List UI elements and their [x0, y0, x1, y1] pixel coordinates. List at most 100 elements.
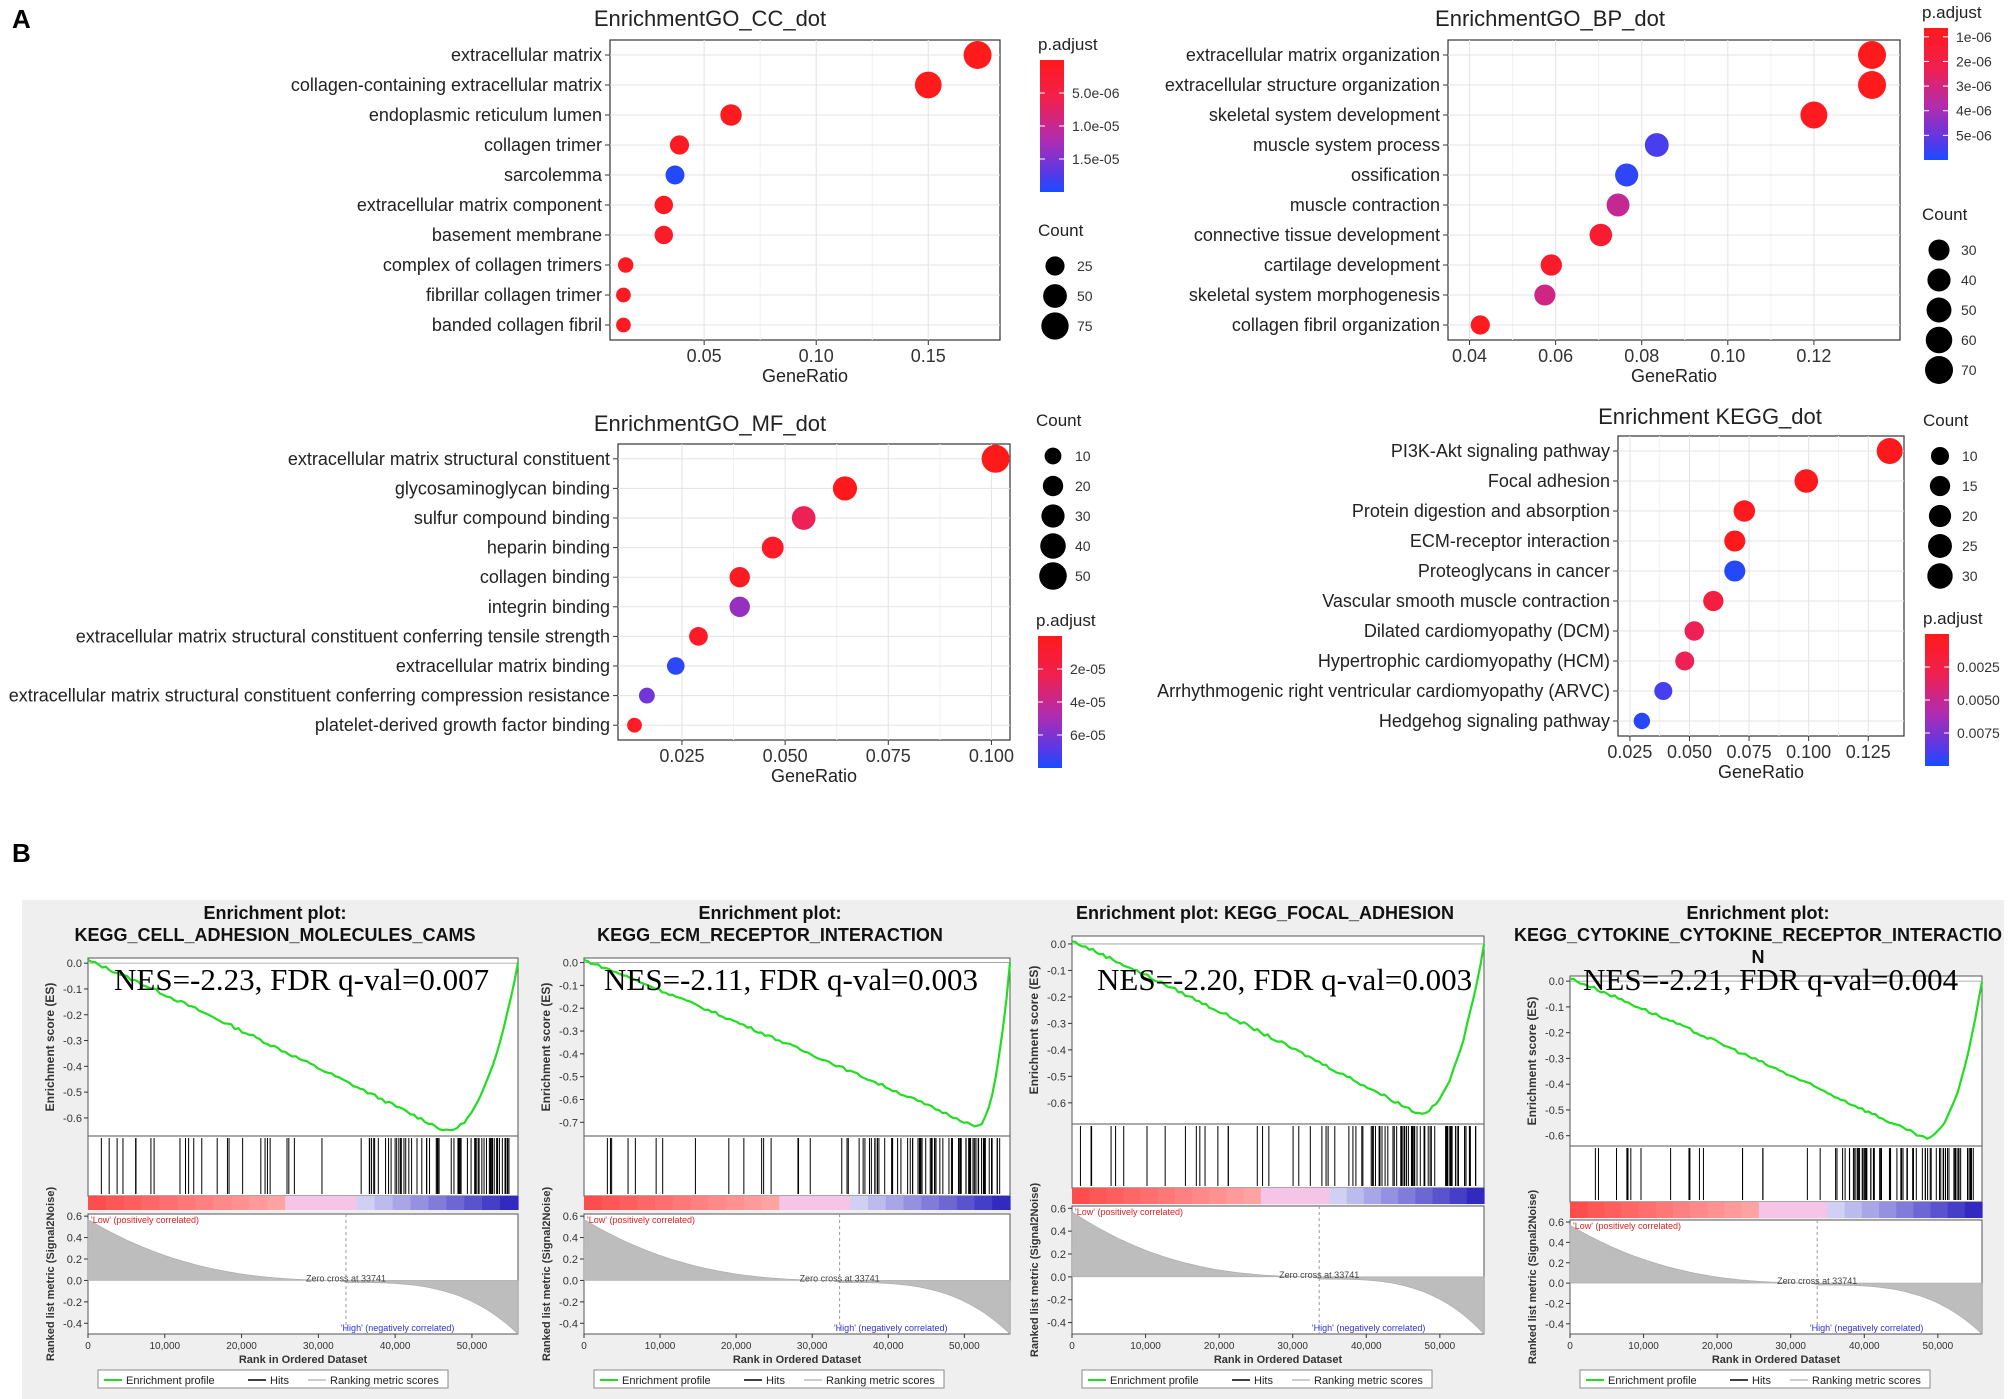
kegg-size-legend-label: 25	[1962, 538, 1978, 554]
cc-xlabel: GeneRatio	[762, 366, 848, 386]
mf-size-legend-label: 50	[1075, 568, 1091, 584]
mf-dot	[729, 596, 750, 618]
mf-size-legend-label: 30	[1075, 508, 1091, 524]
mf-xtick-label: 0.075	[866, 746, 911, 766]
kegg-xlabel: GeneRatio	[1718, 762, 1804, 782]
bp-dot	[1606, 193, 1630, 217]
cc-plot: 0.05 0.10 0.15 extracellular matrix collagen…	[291, 39, 1001, 386]
kegg-dot	[1794, 469, 1819, 493]
kegg-term-label: Focal adhesion	[1488, 471, 1610, 491]
bp-xtick-label: 0.12	[1796, 346, 1831, 366]
kegg-size-legend-label: 20	[1962, 508, 1978, 524]
cc-term-label: complex of collagen trimers	[383, 255, 602, 275]
bp-size-legend-title: Count	[1922, 205, 1968, 224]
kegg-size-legend-title: Count	[1923, 411, 1969, 430]
bp-term-label: skeletal system development	[1209, 105, 1440, 125]
cc-term-label: extracellular matrix	[451, 45, 602, 65]
bp-size-legend-label: 70	[1961, 362, 1977, 378]
kegg-size-legend-label: 15	[1962, 478, 1978, 494]
bp-dot	[1615, 163, 1639, 187]
kegg-xtick-label: 0.025	[1607, 742, 1652, 762]
bp-size-legend-dot	[1927, 268, 1951, 292]
bp-size-legend-dot	[1925, 326, 1953, 354]
gsea-title-1: Enrichment plot: KEGG_CELL_ADHESION_MOLE…	[74, 903, 476, 945]
kegg-xtick-label: 0.050	[1667, 742, 1712, 762]
mf-dot	[627, 717, 642, 733]
cc-size-legend-dot	[1041, 312, 1069, 340]
gsea-nes-3: NES=-2.20, FDR q-val=0.003	[1097, 962, 1473, 997]
mf-term-label: sulfur compound binding	[414, 508, 610, 528]
gsea-title-4: Enrichment plot: KEGG_CYTOKINE_CYTOKINE_…	[1513, 903, 2003, 967]
cc-term-label: extracellular matrix component	[357, 195, 602, 215]
panel-label-b: B	[12, 838, 31, 868]
cc-xtick-label: 0.10	[799, 346, 834, 366]
kegg-size-legend-dot	[1928, 534, 1952, 558]
bp-dot	[1589, 223, 1613, 247]
bp-size-legend-dot	[1925, 356, 1953, 384]
mf-size-legend-label: 40	[1075, 538, 1091, 554]
mf-dot	[761, 536, 784, 559]
cc-term-label: endoplasmic reticulum lumen	[369, 105, 602, 125]
cc-dot	[720, 104, 742, 126]
bp-size-legend-label: 30	[1961, 242, 1977, 258]
cc-color-legend: p.adjust 5.0e-06 1.0e-05 1.5e-05	[1038, 35, 1120, 192]
cc-xtick-label: 0.05	[687, 346, 722, 366]
cc-dot	[616, 287, 631, 303]
bp-colorbar	[1924, 28, 1948, 160]
cc-dot	[914, 71, 942, 99]
gsea-nes-2: NES=-2.11, FDR q-val=0.003	[604, 962, 978, 997]
cc-size-legend-label: 50	[1077, 288, 1093, 304]
mf-size-legend-label: 10	[1075, 448, 1091, 464]
mf-color-legend: p.adjust 2e-05 4e-05 6e-05	[1036, 611, 1106, 768]
gsea-nes-1: NES=-2.23, FDR q-val=0.007	[114, 962, 490, 997]
kegg-size-legend-dot	[1927, 563, 1953, 589]
kegg-dot	[1684, 621, 1705, 641]
bp-size-legend-label: 40	[1961, 272, 1977, 288]
kegg-dot	[1654, 681, 1673, 701]
cc-term-label: collagen-containing extracellular matrix	[291, 75, 602, 95]
kegg-size-legend: Count 10 15 20 25 30	[1923, 411, 1978, 589]
bp-xtick-label: 0.10	[1710, 346, 1745, 366]
kegg-colorbar-label: 0.0075	[1957, 725, 2000, 741]
bp-dot	[1800, 101, 1828, 129]
mf-dot	[666, 657, 685, 675]
mf-term-label: heparin binding	[487, 538, 610, 558]
cc-dot	[669, 135, 690, 155]
kegg-xtick-label: 0.075	[1727, 742, 1772, 762]
bp-size-legend-label: 60	[1961, 332, 1977, 348]
cc-size-legend-dot	[1043, 284, 1067, 308]
bp-size-legend-label: 50	[1961, 302, 1977, 318]
kegg-size-legend-label: 30	[1962, 568, 1978, 584]
bp-term-label: collagen fibril organization	[1232, 315, 1440, 335]
kegg-term-label: Proteoglycans in cancer	[1418, 561, 1610, 581]
cc-dot	[665, 165, 685, 185]
gsea-nes-4: NES=-2.21, FDR q-val=0.004	[1583, 962, 1959, 997]
kegg-dot	[1724, 530, 1746, 552]
mf-dot	[729, 566, 750, 588]
mf-colorbar-label: 2e-05	[1070, 661, 1106, 677]
bp-colorbar-label: 4e-06	[1956, 103, 1992, 119]
kegg-size-legend-label: 10	[1962, 448, 1978, 464]
mf-size-legend-title: Count	[1036, 411, 1082, 430]
kegg-term-label: Hypertrophic cardiomyopathy (HCM)	[1318, 651, 1610, 671]
bp-dot	[1534, 284, 1556, 306]
kegg-color-legend-title: p.adjust	[1923, 609, 1983, 628]
bp-term-label: skeletal system morphogenesis	[1189, 285, 1440, 305]
mf-term-label: extracellular matrix binding	[396, 656, 610, 676]
kegg-dot	[1633, 712, 1651, 730]
kegg-dot	[1724, 560, 1746, 582]
mf-xlabel: GeneRatio	[771, 766, 857, 786]
mf-colorbar-label: 4e-05	[1070, 694, 1106, 710]
bp-colorbar-label: 5e-06	[1956, 127, 1992, 143]
cc-dot	[654, 195, 674, 215]
mf-panel	[617, 443, 1011, 741]
mf-size-legend: Count 10 20 30 40 50	[1036, 411, 1091, 590]
mf-xtick-label: 0.025	[659, 746, 704, 766]
cc-dot	[616, 317, 631, 333]
panel-label-a: A	[12, 4, 31, 34]
kegg-size-legend-dot	[1928, 504, 1952, 528]
mf-dot	[638, 687, 655, 704]
bp-colorbar-label: 2e-06	[1956, 53, 1992, 69]
bp-color-legend: p.adjust 1e-06 2e-06 3e-06 4e-06 5e-06	[1922, 3, 1992, 160]
kegg-xtick-label: 0.125	[1846, 742, 1891, 762]
